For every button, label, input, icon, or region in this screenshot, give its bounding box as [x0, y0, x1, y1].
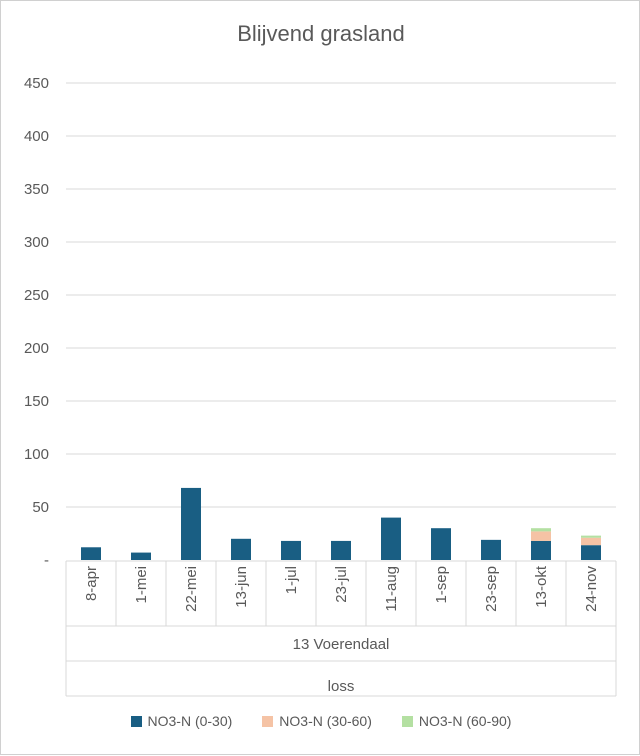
legend-label: NO3-N (0-30): [147, 713, 233, 729]
bar-no3-n-0-30-: [581, 545, 601, 560]
bar-no3-n-0-30-: [281, 540, 301, 560]
y-tick-label: -: [44, 552, 49, 569]
bar-no3-n-0-30-: [381, 517, 401, 560]
bar-no3-n-0-30-: [131, 552, 151, 560]
legend-swatch: [130, 715, 142, 727]
legend-item: NO3-N (30-60): [262, 713, 372, 729]
legend-swatch: [401, 715, 413, 727]
y-tick-label: 150: [24, 393, 49, 410]
y-tick-label: 250: [24, 287, 49, 304]
x-tick-label: 1-sep: [433, 566, 450, 604]
bar-no3-n-0-30-: [331, 540, 351, 560]
x-tick-label: 13-okt: [533, 565, 550, 608]
y-tick-label: 100: [24, 446, 49, 463]
legend-item: NO3-N (0-30): [130, 713, 233, 729]
bar-no3-n-60-90-: [531, 528, 551, 532]
group-label: 13 Voerendaal: [293, 636, 390, 653]
bar-no3-n-0-30-: [231, 538, 251, 560]
bar-no3-n-30-60-: [531, 531, 551, 541]
x-tick-label: 11-aug: [383, 566, 400, 612]
x-tick-label: 23-sep: [483, 566, 500, 612]
y-tick-label: 400: [24, 128, 49, 145]
y-tick-label: 50: [32, 499, 49, 516]
x-tick-label: 24-nov: [583, 566, 600, 612]
bar-no3-n-0-30-: [431, 528, 451, 560]
bar-no3-n-60-90-: [581, 535, 601, 538]
bar-no3-n-0-30-: [81, 547, 101, 560]
x-tick-label: 8-apr: [83, 566, 100, 601]
legend-label: NO3-N (60-90): [418, 713, 512, 729]
x-tick-label: 13-jun: [233, 566, 250, 608]
x-tick-label: 23-jul: [333, 566, 350, 603]
legend-swatch: [262, 715, 274, 727]
bar-no3-n-30-60-: [581, 537, 601, 546]
y-tick-label: 300: [24, 234, 49, 251]
y-tick-label: 200: [24, 340, 49, 357]
x-tick-label: 22-mei: [183, 566, 200, 612]
x-tick-label: 1-mei: [133, 566, 150, 604]
legend: NO3-N (0-30) NO3-N (30-60) NO3-N (60-90): [1, 713, 640, 729]
y-tick-label: 450: [24, 75, 49, 92]
chart-title: Blijvend grasland: [237, 21, 405, 46]
bar-no3-n-0-30-: [531, 540, 551, 560]
legend-label: NO3-N (30-60): [279, 713, 372, 729]
y-tick-label: 350: [24, 181, 49, 198]
bar-no3-n-0-30-: [181, 487, 201, 560]
bar-no3-n-0-30-: [481, 539, 501, 560]
legend-item: NO3-N (60-90): [401, 713, 512, 729]
group-label: loss: [328, 678, 355, 695]
x-tick-label: 1-jul: [283, 566, 300, 594]
